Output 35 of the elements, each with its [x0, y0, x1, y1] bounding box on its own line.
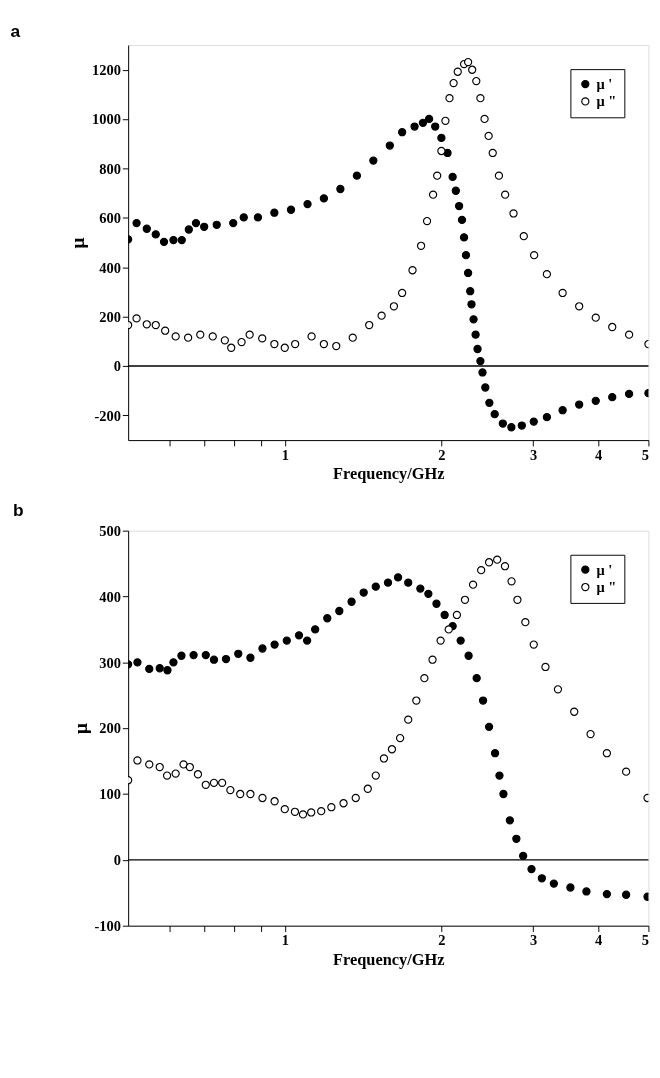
y-tick-label: 1000 — [92, 111, 121, 128]
x-tick-label: 4 — [594, 932, 603, 949]
y-tick-label: 500 — [99, 522, 121, 539]
x-axis-title: Frequency/GHz — [333, 464, 445, 484]
legend-label: μ " — [596, 93, 617, 110]
legend-label: μ " — [596, 578, 617, 595]
y-tick-label: 300 — [99, 654, 121, 671]
x-tick-label: 2 — [438, 932, 446, 949]
chart-title: b — [13, 500, 24, 521]
y-tick-label: -100 — [94, 918, 121, 934]
y-tick-label: 100 — [99, 786, 121, 803]
x-tick-label: 5 — [641, 446, 649, 463]
y-tick-label: -200 — [94, 407, 121, 424]
chart-title: a — [10, 21, 21, 42]
x-tick-label: 1 — [281, 446, 289, 463]
x-tick-label: 4 — [594, 446, 603, 463]
y-tick-label: 1200 — [92, 62, 121, 79]
legend-label: μ ' — [596, 75, 613, 92]
y-tick-label: 600 — [99, 210, 121, 227]
x-tick-label: 2 — [438, 446, 446, 463]
y-axis-title: μ — [69, 723, 91, 735]
x-tick-label: 3 — [529, 446, 538, 463]
legend-label: μ ' — [596, 561, 613, 578]
x-tick-label: 3 — [529, 932, 538, 949]
y-tick-label: 0 — [113, 358, 121, 375]
x-axis-title: Frequency/GHz — [333, 949, 445, 969]
y-tick-label: 200 — [99, 720, 121, 737]
x-tick-label: 1 — [281, 932, 289, 949]
y-tick-label: 200 — [99, 308, 121, 325]
y-tick-label: 400 — [99, 588, 121, 605]
y-tick-label: 400 — [99, 259, 121, 276]
x-tick-label: 5 — [641, 932, 649, 949]
y-tick-label: 800 — [99, 160, 121, 177]
y-tick-label: 0 — [113, 852, 121, 869]
y-axis-title: μ — [67, 237, 89, 249]
